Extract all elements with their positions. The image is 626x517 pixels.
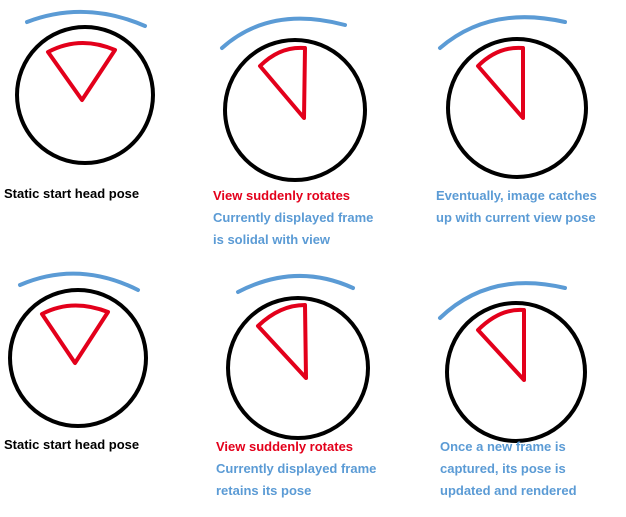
caption-line: is solidal with view [213, 232, 331, 247]
head-circle [15, 25, 155, 165]
head-circle [223, 38, 367, 182]
caption-line: up with current view pose [436, 210, 596, 225]
panel-1-drawing [15, 10, 155, 165]
panel-6-caption: Once a new frame is captured, its pose i… [440, 436, 577, 502]
frame-wedge [256, 303, 308, 380]
caption-line: captured, its pose is [440, 461, 566, 476]
view-arc [25, 10, 147, 28]
caption-line: Static start head pose [4, 437, 140, 452]
caption-line: View suddenly rotates [213, 188, 351, 203]
caption-line: retains its pose [216, 483, 312, 498]
caption-line: Currently displayed frame [213, 210, 374, 225]
view-arc [18, 271, 140, 292]
panel-4-caption: Static start head pose [4, 434, 139, 456]
frame-wedge [476, 307, 526, 382]
frame-wedge [476, 45, 525, 120]
view-arc [438, 15, 567, 50]
frame-wedge [40, 303, 110, 365]
frame-wedge [258, 45, 307, 120]
head-circle [446, 37, 588, 179]
frame-wedge [46, 40, 117, 102]
panel-4-drawing [8, 271, 148, 428]
caption-line: Static start head pose [4, 186, 140, 201]
panel-5-caption: View suddenly rotates Currently displaye… [216, 436, 376, 502]
head-circle [8, 288, 148, 428]
caption-line: updated and rendered [440, 483, 577, 498]
panel-3-drawing [438, 15, 588, 179]
caption-line: View suddenly rotates [216, 439, 354, 454]
panel-3-caption: Eventually, image catches up with curren… [436, 185, 597, 229]
panel-6-drawing [438, 281, 587, 443]
caption-line: Eventually, image catches [436, 188, 597, 203]
head-circle [226, 296, 370, 440]
panel-2-drawing [220, 16, 367, 182]
caption-line: Once a new frame is [440, 439, 566, 454]
panel-2-caption: View suddenly rotates Currently displaye… [213, 185, 373, 251]
panel-5-drawing [226, 274, 370, 440]
head-circle [445, 301, 587, 443]
caption-line: Currently displayed frame [216, 461, 377, 476]
view-arc [438, 281, 567, 320]
view-arc [236, 274, 355, 294]
view-arc [220, 16, 347, 50]
panel-1-caption: Static start head pose [4, 183, 139, 205]
